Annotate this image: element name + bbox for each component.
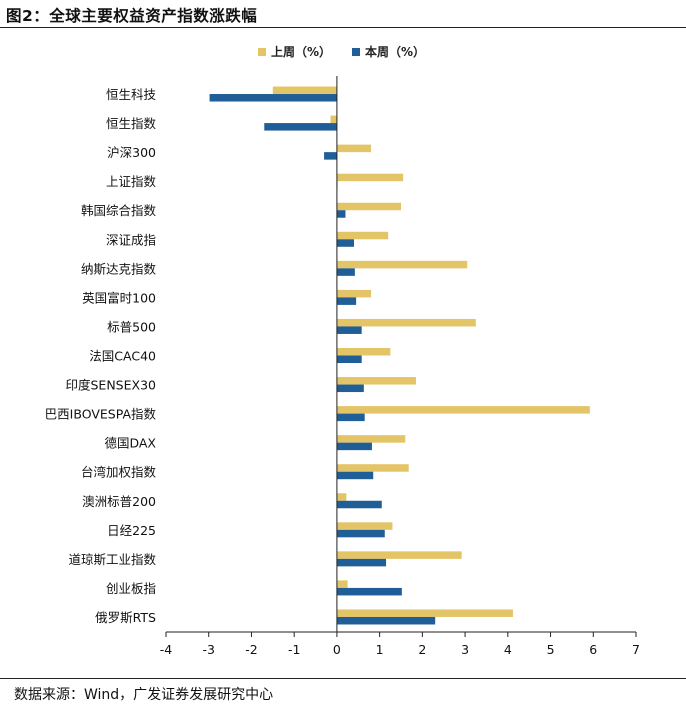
x-tick-label: -4	[160, 642, 173, 657]
bar-last-week	[336, 318, 476, 327]
legend-label-last-week: 上周（%）	[271, 45, 332, 59]
category-label: 道琼斯工业指数	[68, 552, 156, 567]
bar-last-week	[336, 348, 391, 356]
bar-this-week	[336, 587, 402, 596]
bar-last-week	[336, 202, 401, 211]
bar-this-week	[336, 442, 372, 451]
bar-this-week	[336, 384, 364, 393]
figure-title: 图2：全球主要权益资产指数涨跌幅	[6, 7, 258, 25]
bar-last-week	[336, 289, 372, 298]
bar-this-week	[336, 471, 374, 480]
bar-last-week	[336, 144, 372, 153]
x-tick-label: 2	[418, 642, 426, 657]
bar-this-week	[209, 94, 337, 102]
bar-this-week	[336, 268, 355, 276]
legend-item-this-week: 本周（%）	[352, 43, 425, 60]
bar-this-week	[336, 413, 365, 422]
x-tick-label: 1	[376, 642, 384, 657]
category-label: 俄罗斯RTS	[95, 610, 156, 625]
bar-this-week	[336, 500, 382, 509]
category-label: 深证成指	[106, 232, 156, 247]
category-label: 英国富时100	[82, 290, 156, 305]
legend-swatch-last-week	[258, 47, 266, 56]
x-tick-label: 6	[589, 642, 597, 657]
chart-legend: 上周（%） 本周（%）	[0, 42, 686, 62]
category-label: 创业板指	[106, 581, 156, 596]
x-tick-label: 7	[632, 642, 640, 657]
category-label: 澳洲标普200	[82, 494, 156, 509]
bar-last-week	[330, 115, 337, 124]
legend-swatch-this-week	[352, 47, 360, 56]
x-tick-label: -1	[288, 642, 300, 657]
bar-this-week	[336, 529, 385, 538]
legend-item-last-week: 上周（%）	[258, 43, 331, 60]
x-tick-label: -2	[245, 642, 257, 657]
bar-last-week	[336, 231, 389, 240]
bar-this-week	[336, 616, 436, 625]
category-label: 韩国综合指数	[81, 203, 157, 218]
category-label: 巴西IBOVESPA指数	[45, 407, 157, 422]
bar-this-week	[336, 355, 362, 363]
source-divider	[0, 678, 686, 679]
bar-this-week	[336, 239, 354, 247]
category-label: 台湾加权指数	[81, 465, 157, 480]
bar-this-week	[264, 123, 337, 131]
bar-last-week	[272, 86, 337, 95]
category-label: 纳斯达克指数	[81, 261, 157, 276]
category-label: 德国DAX	[104, 436, 156, 451]
bar-last-week	[336, 377, 416, 385]
bar-this-week	[336, 558, 387, 567]
bar-last-week	[336, 551, 462, 559]
bar-last-week	[336, 522, 393, 530]
category-label: 恒生指数	[106, 116, 157, 131]
category-label: 沪深300	[107, 145, 156, 160]
category-label: 印度SENSEX30	[66, 378, 157, 393]
x-tick-label: 0	[333, 642, 341, 657]
bar-last-week	[336, 260, 468, 269]
x-tick-label: 4	[504, 642, 512, 657]
bar-this-week	[324, 152, 337, 160]
bar-last-week	[336, 173, 404, 182]
category-label: 标普500	[107, 319, 156, 334]
bar-this-week	[336, 297, 357, 305]
bar-last-week	[336, 609, 513, 617]
bar-last-week	[336, 493, 347, 501]
category-label: 上证指数	[106, 174, 157, 189]
x-tick-label: 3	[461, 642, 469, 657]
title-divider	[0, 27, 686, 28]
bar-this-week	[336, 210, 346, 218]
bar-this-week	[336, 326, 362, 334]
bar-last-week	[336, 580, 348, 588]
data-source-note: 数据来源：Wind，广发证券发展研究中心	[14, 687, 274, 703]
category-label: 恒生科技	[106, 87, 157, 102]
legend-label-this-week: 本周（%）	[365, 45, 426, 59]
category-label: 法国CAC40	[89, 349, 156, 364]
bar-last-week	[336, 435, 406, 443]
bar-last-week	[336, 406, 590, 414]
bar-last-week	[336, 464, 409, 472]
category-label: 日经225	[107, 523, 156, 538]
x-tick-label: -3	[202, 642, 214, 657]
x-tick-label: 5	[547, 642, 555, 657]
